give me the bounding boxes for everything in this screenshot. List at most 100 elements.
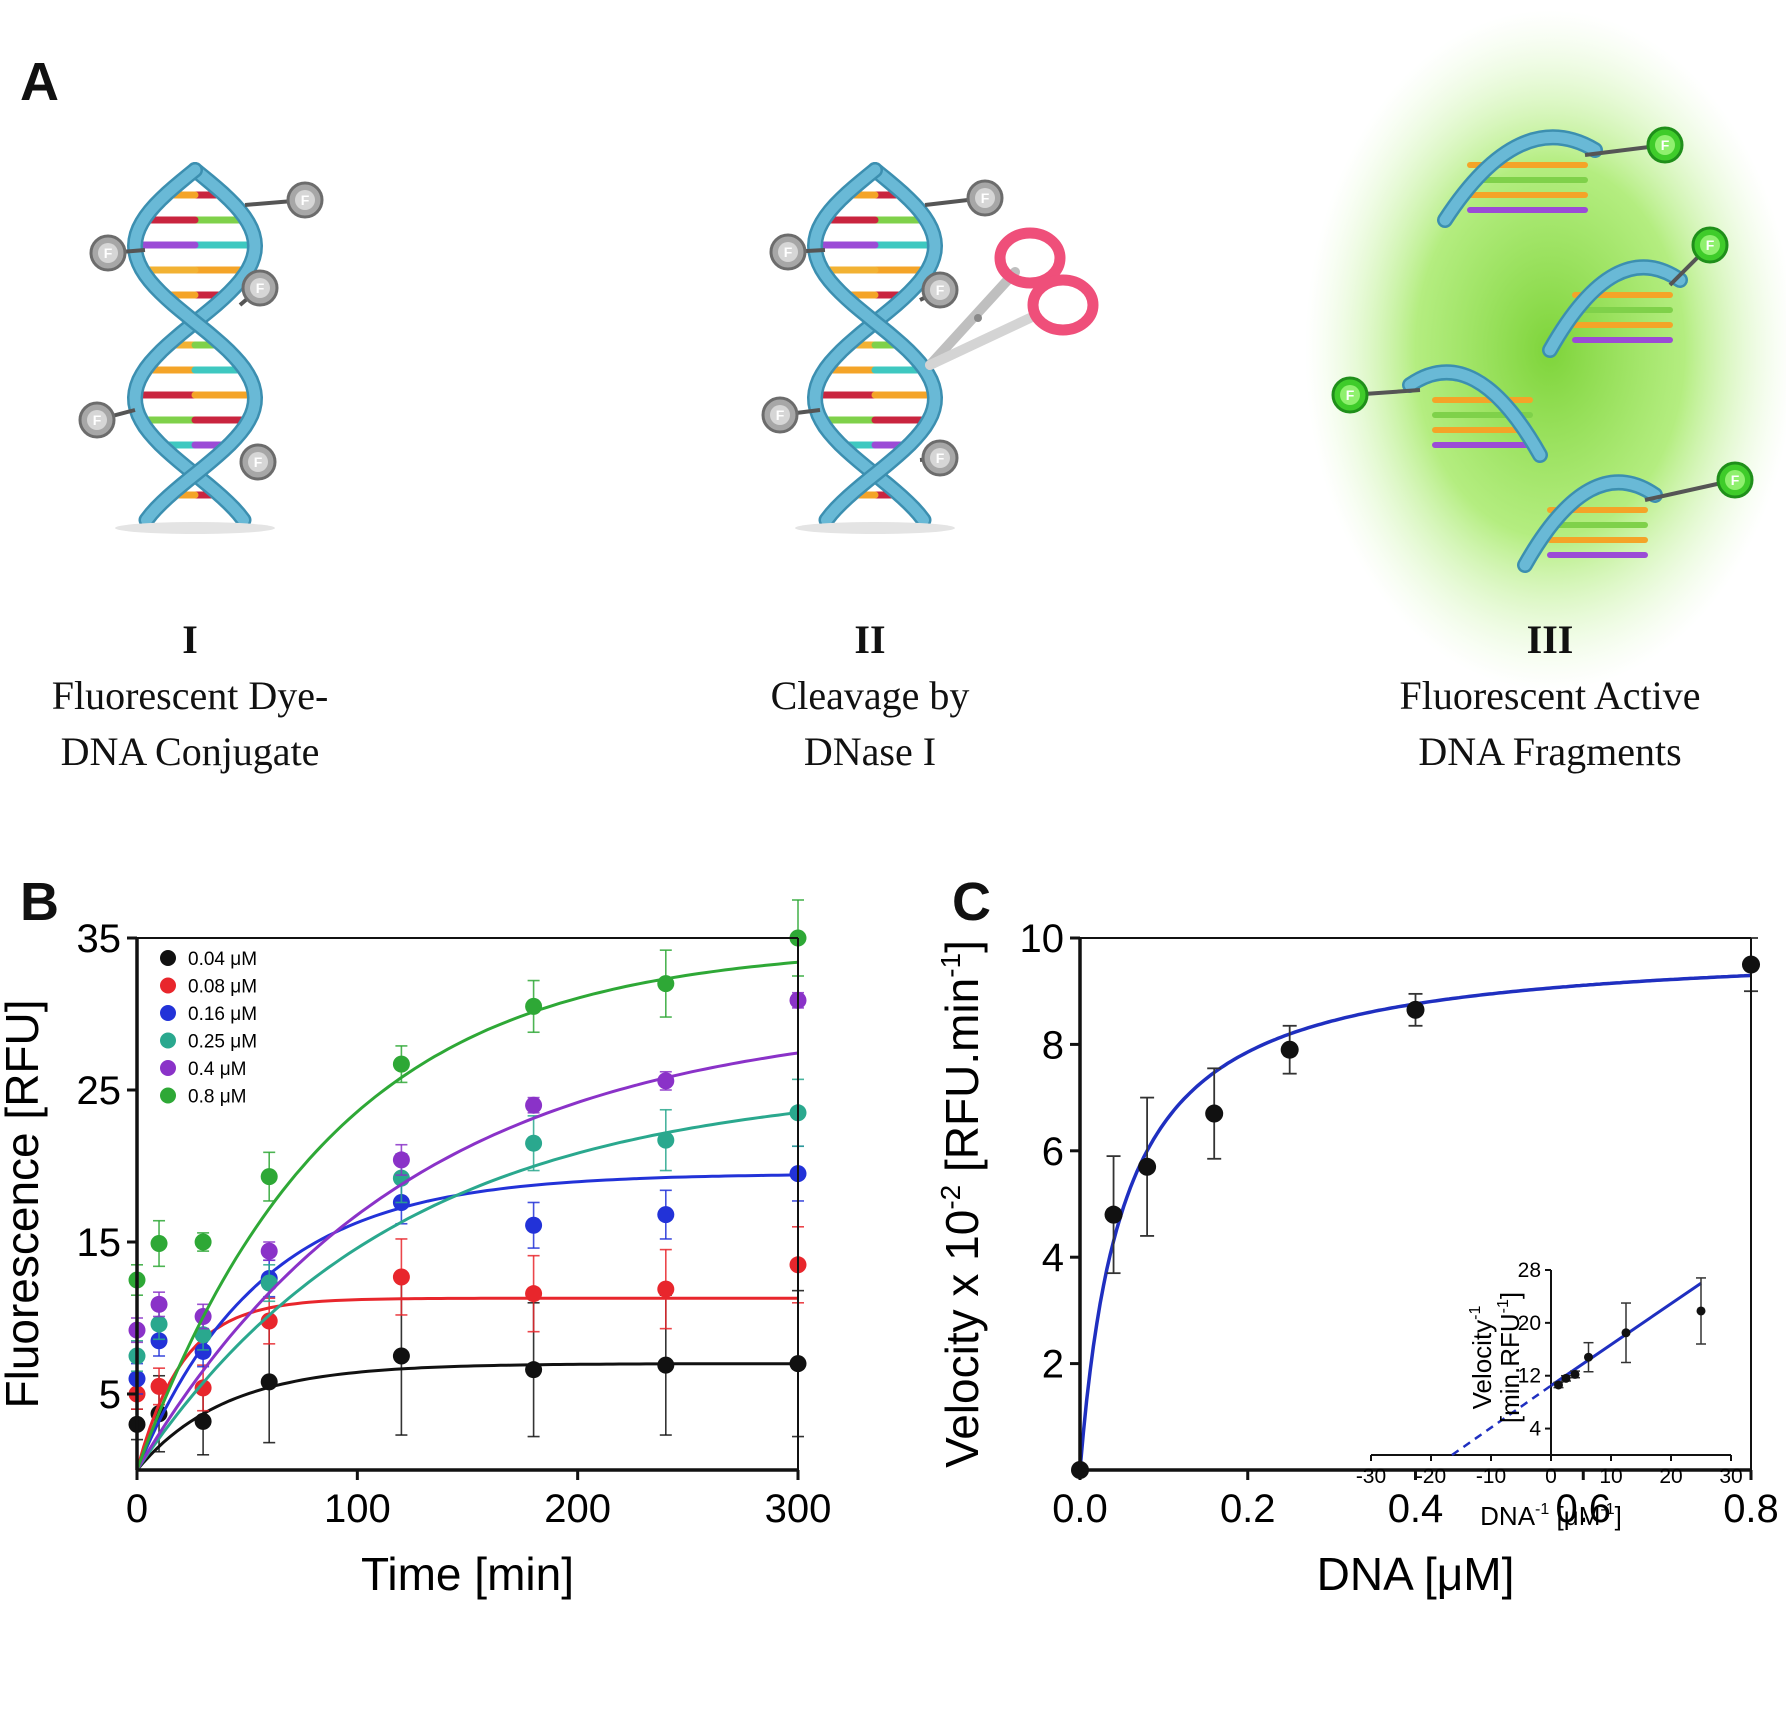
dye-1c-label: F bbox=[256, 280, 265, 296]
dye-1e-core bbox=[248, 452, 268, 472]
fit-curve-0 bbox=[135, 1362, 798, 1471]
data-point bbox=[525, 1134, 543, 1152]
y-axis-label: Velocity x 10-2 [RFU.min-1] bbox=[935, 940, 988, 1468]
dye-fragment-core bbox=[1655, 135, 1675, 155]
dye-fragment-label: F bbox=[1731, 472, 1740, 488]
x-tick-label: 0.0 bbox=[1052, 1487, 1108, 1531]
legend-marker-5 bbox=[160, 1087, 176, 1104]
dye-2e-core bbox=[930, 448, 950, 468]
dye-2b-core bbox=[778, 242, 798, 262]
dye-2a: F bbox=[966, 179, 1004, 217]
inset-x-tick-label: 20 bbox=[1659, 1465, 1682, 1488]
scissors-icon bbox=[925, 227, 1099, 370]
dye-2d-label: F bbox=[776, 407, 785, 423]
fit-curve-2 bbox=[135, 1173, 799, 1471]
data-point bbox=[194, 1233, 212, 1251]
legend-marker-3 bbox=[160, 1032, 176, 1049]
dna-fragment: F bbox=[1542, 226, 1729, 358]
data-point bbox=[525, 1361, 543, 1379]
dye-2e: F bbox=[921, 439, 959, 477]
step-line-3a: Fluorescent Active bbox=[1399, 673, 1701, 718]
y-tick-label: 2 bbox=[1042, 1343, 1064, 1387]
data-point bbox=[1406, 1000, 1425, 1019]
inset-data-point bbox=[1584, 1352, 1593, 1362]
inset-data-point bbox=[1696, 1306, 1706, 1316]
data-point bbox=[525, 1216, 543, 1234]
fit-curve-4 bbox=[135, 1051, 799, 1471]
x-axis-label: Time [min] bbox=[361, 1548, 574, 1600]
series-3 bbox=[128, 1078, 807, 1471]
x-tick-label: 300 bbox=[765, 1487, 832, 1531]
y-tick-label: 6 bbox=[1042, 1130, 1064, 1174]
fit-curve-3 bbox=[135, 1111, 799, 1471]
inset-data-point bbox=[1621, 1328, 1631, 1338]
dye-1a-label: F bbox=[301, 192, 310, 208]
scissors-handle-2 bbox=[1027, 274, 1099, 336]
step-line-1a: Fluorescent Dye- bbox=[51, 673, 329, 718]
step-roman-3: III bbox=[1526, 617, 1574, 662]
dna-fragment: F bbox=[1331, 364, 1548, 463]
legend-label-0: 0.04 μM bbox=[188, 949, 257, 970]
step-caption-1: I Fluorescent Dye- DNA Conjugate bbox=[0, 612, 400, 780]
dye-2a-label: F bbox=[981, 190, 990, 206]
data-point bbox=[525, 1285, 543, 1303]
data-point bbox=[150, 1332, 168, 1350]
dye-fragment: F bbox=[1691, 226, 1729, 264]
helix-floor-shadow bbox=[795, 522, 955, 534]
series-1 bbox=[128, 1225, 807, 1471]
data-point bbox=[392, 1347, 410, 1365]
panel-a-letter: A bbox=[20, 52, 59, 112]
lineweaver-burk-inset: -30 -20 -10 0 10 20 30 4 12 20 28 DNA-1 [μM-1] Veloc… bbox=[1356, 1259, 1743, 1531]
fragment-backbone bbox=[1404, 366, 1546, 461]
data-point bbox=[260, 1168, 278, 1186]
legend-marker-4 bbox=[160, 1060, 176, 1076]
legend-label-4: 0.4 μM bbox=[188, 1059, 246, 1080]
dye-2d: F bbox=[761, 396, 799, 434]
inset-y-tick-label: 12 bbox=[1518, 1365, 1541, 1388]
data-point bbox=[657, 1206, 675, 1224]
fragment-backbone bbox=[1544, 261, 1686, 356]
legend-marker-1 bbox=[160, 977, 176, 994]
fragment-backbone bbox=[1439, 131, 1601, 226]
series-0 bbox=[128, 1276, 807, 1471]
legend-marker-2 bbox=[160, 1005, 176, 1021]
legend-label-1: 0.08 μM bbox=[188, 977, 257, 998]
fragment-backbone bbox=[1519, 476, 1661, 571]
data-point bbox=[1104, 1205, 1123, 1224]
panel-c-letter: C bbox=[952, 872, 991, 932]
x-tick-label: 0.8 bbox=[1723, 1487, 1779, 1531]
dye-1c-core bbox=[250, 278, 270, 298]
y-tick-label: 15 bbox=[77, 1221, 122, 1265]
dye-fragment: F bbox=[1331, 376, 1369, 414]
inset-x-tick-label: -10 bbox=[1476, 1465, 1506, 1488]
x-tick-label: 0 bbox=[126, 1487, 148, 1531]
dye-2b-label: F bbox=[784, 244, 793, 260]
y-tick-label: 8 bbox=[1042, 1023, 1064, 1067]
fit-curve-5 bbox=[135, 960, 799, 1471]
panel-b-letter: B bbox=[20, 872, 59, 932]
inset-x-tick-label: 30 bbox=[1719, 1465, 1742, 1488]
dye-fragment: F bbox=[1646, 126, 1684, 164]
data-point bbox=[260, 1312, 278, 1330]
x-tick-label: 200 bbox=[544, 1487, 611, 1531]
dye-1d: F bbox=[78, 401, 116, 439]
dna-fragment: F bbox=[1517, 461, 1754, 573]
data-point bbox=[194, 1379, 212, 1397]
inset-x-tick-label: -20 bbox=[1416, 1465, 1446, 1488]
y-tick-label: 10 bbox=[1020, 917, 1065, 961]
data-point bbox=[1138, 1157, 1157, 1176]
x-axis-label: DNA [μM] bbox=[1317, 1548, 1515, 1600]
mm-fit-curve bbox=[1078, 973, 1752, 1471]
dye-1b-label: F bbox=[104, 245, 113, 261]
dye-1e: F bbox=[239, 443, 277, 481]
x-tick-label: 0.4 bbox=[1388, 1487, 1444, 1531]
panel-a-illustration: F F F F F F F F F F F F F F bbox=[78, 10, 1786, 690]
step-line-3b: DNA Fragments bbox=[1418, 729, 1682, 774]
scissors-handle-1 bbox=[994, 227, 1066, 289]
scissors-blade-1 bbox=[925, 267, 1020, 370]
legend-label-2: 0.16 μM bbox=[188, 1004, 257, 1025]
inset-data-point bbox=[1570, 1369, 1580, 1379]
dye-fragment: F bbox=[1716, 461, 1754, 499]
data-point bbox=[657, 1131, 675, 1149]
inset-x-tick-label: -30 bbox=[1356, 1465, 1386, 1488]
